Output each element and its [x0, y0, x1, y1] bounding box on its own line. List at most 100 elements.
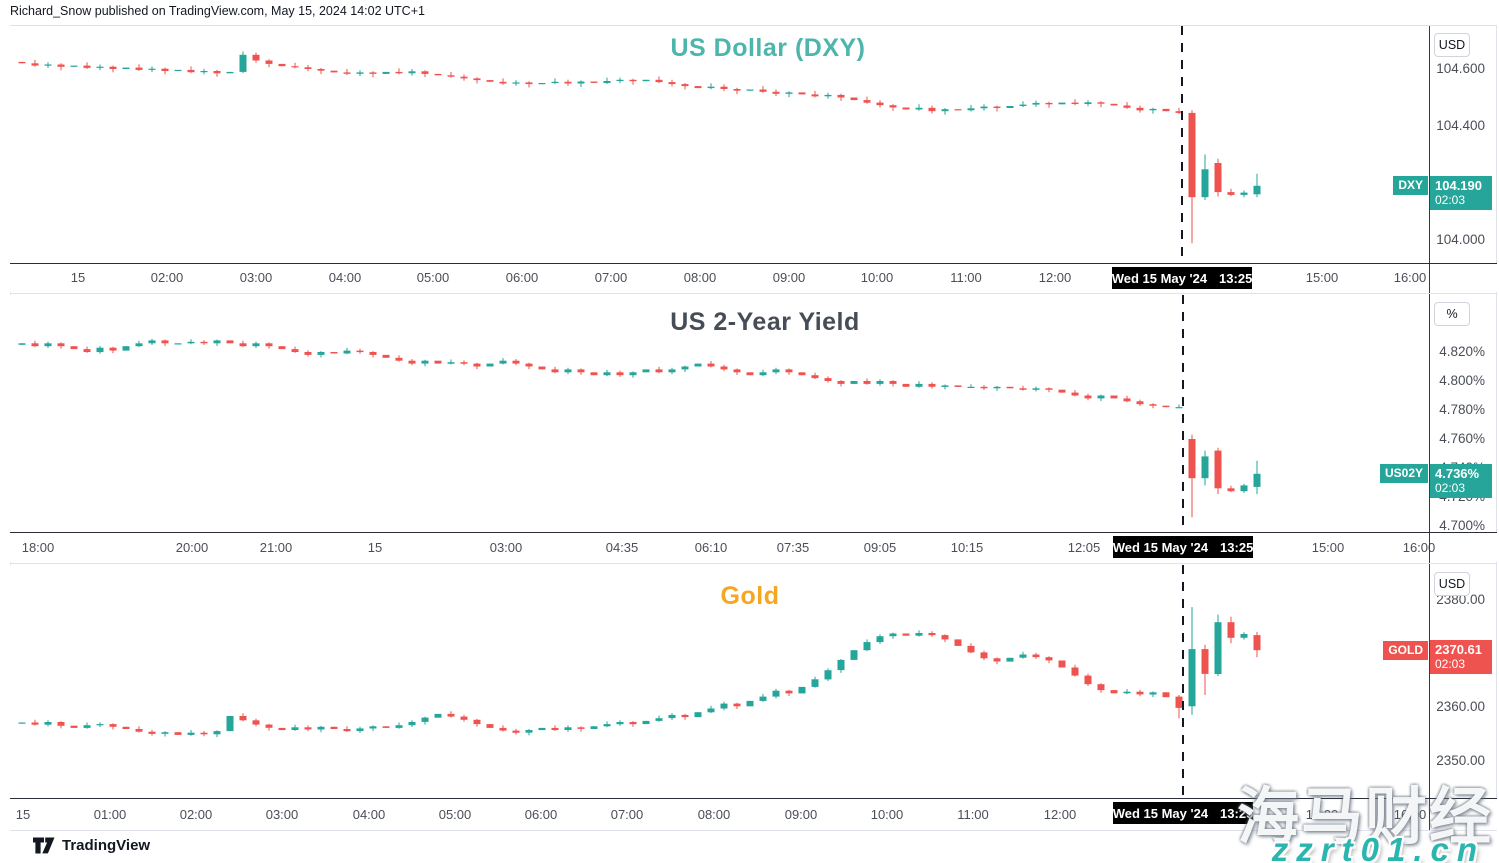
watermark-site-name: 海马财经	[1236, 783, 1493, 852]
candle-body	[538, 366, 546, 370]
price-tick-label: 4.760%	[1439, 431, 1485, 447]
candle-body	[408, 71, 416, 74]
candle-body	[980, 652, 988, 659]
candle-body	[1045, 102, 1053, 105]
candle-body	[551, 369, 559, 373]
candle-body	[1006, 106, 1014, 108]
candle-body	[863, 381, 871, 384]
candle-body	[1097, 684, 1105, 691]
candle-body	[1227, 622, 1235, 638]
candle-body	[200, 732, 208, 735]
time-axis-gold[interactable]: 15 01:00 02:00 03:00 04:00 05:00 06:00 07:00 08:…	[0, 799, 1499, 830]
candle-body	[850, 97, 858, 101]
candle-body	[889, 105, 897, 108]
candle-body	[577, 727, 585, 729]
candle-body	[915, 633, 923, 636]
percent-unit-button[interactable]: %	[1434, 302, 1470, 326]
event-date-label: Wed 15 May '24	[1111, 270, 1208, 286]
candle-body	[759, 89, 767, 92]
candle-body	[824, 670, 832, 680]
candle-body	[551, 81, 559, 83]
candle-body	[512, 730, 520, 733]
candle-body	[1253, 635, 1261, 651]
candlestick-plot-us02y[interactable]	[10, 295, 1429, 532]
candle-body	[70, 65, 78, 67]
candle-body	[1240, 485, 1248, 492]
candle-body	[967, 645, 975, 653]
tradingview-brand-label: TradingView	[62, 837, 151, 854]
candlestick-plot-dxy[interactable]	[10, 26, 1429, 263]
candle-body	[954, 109, 962, 111]
candle-body	[473, 719, 481, 725]
candle-body	[161, 732, 169, 734]
candle-body	[96, 347, 104, 353]
candle-body	[304, 67, 312, 69]
time-tick-label: 21:00	[259, 539, 293, 555]
candle-body	[148, 68, 156, 70]
candle-body	[473, 78, 481, 81]
candle-body	[239, 343, 247, 347]
candle-body	[486, 80, 494, 82]
candle-body	[590, 372, 598, 376]
candle-body	[330, 726, 338, 729]
candle-body	[668, 369, 676, 373]
last-price-label: 2370.61	[1435, 642, 1482, 658]
price-tick-label: 4.700%	[1439, 518, 1485, 534]
candle-body	[720, 703, 728, 709]
candle-body	[1123, 691, 1131, 694]
candle-body	[499, 360, 507, 364]
candle-body	[1110, 395, 1118, 399]
candle-body	[278, 346, 286, 350]
tradingview-footer-link[interactable]: TradingView	[33, 836, 150, 855]
candle-body	[486, 363, 494, 367]
candle-body	[421, 717, 429, 722]
currency-unit-button[interactable]: USD	[1434, 33, 1470, 57]
candle-body	[369, 352, 377, 355]
candle-body	[1162, 108, 1170, 112]
candle-body	[1175, 111, 1183, 113]
candle-body	[1097, 102, 1105, 104]
candle-body	[174, 69, 182, 72]
candle-body	[525, 82, 533, 85]
price-axis-separator	[1429, 26, 1430, 830]
candle-body	[1019, 654, 1027, 658]
time-tick-label: 15	[70, 270, 86, 285]
candle-body	[941, 109, 949, 112]
price-tick-label: 4.800%	[1439, 373, 1485, 388]
price-badge: 2370.61 02:03	[1430, 640, 1492, 675]
candle-body	[1253, 185, 1261, 195]
candle-body	[18, 722, 26, 724]
candle-body	[291, 66, 299, 68]
candle-body	[1136, 401, 1144, 405]
time-axis-dxy[interactable]: 15 02:00 03:00 04:00 05:00 06:00 07:00 08:00 09:…	[0, 264, 1499, 292]
candle-body	[564, 727, 572, 730]
candle-body	[902, 107, 910, 110]
bar-countdown-label: 02:03	[1435, 480, 1466, 495]
candle-body	[824, 94, 832, 97]
candle-body	[109, 66, 117, 69]
candle-body	[1175, 696, 1183, 708]
candle-body	[993, 106, 1001, 108]
candle-body	[707, 86, 715, 89]
time-tick-label: 15:00	[1305, 806, 1339, 822]
candlestick-plot-gold[interactable]	[10, 565, 1429, 798]
symbol-badge: US02Y	[1379, 464, 1428, 484]
candle-body	[954, 639, 962, 646]
candle-body	[642, 369, 650, 373]
time-axis-us02y[interactable]: 18:00 20:00 21:00 15 03:00 04:35 06:10 07:35 09:…	[0, 533, 1499, 562]
candle-body	[122, 346, 130, 351]
candle-body	[1214, 622, 1222, 674]
price-tick-label: 104.400	[1436, 117, 1485, 133]
candle-body	[395, 71, 403, 74]
candle-body	[616, 79, 624, 81]
event-time-label: 13:25	[1220, 539, 1254, 555]
candle-body	[447, 362, 455, 364]
candle-body	[161, 340, 169, 344]
candle-body	[538, 727, 546, 731]
candle-body	[850, 650, 858, 660]
candle-body	[291, 349, 299, 352]
candle-body	[421, 71, 429, 74]
currency-unit-button[interactable]: USD	[1434, 572, 1470, 596]
candle-body	[1149, 692, 1157, 695]
candle-body	[382, 71, 390, 74]
